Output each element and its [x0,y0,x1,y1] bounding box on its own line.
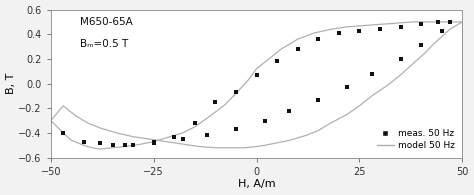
Point [368,72,375,75]
Point [109,144,116,147]
Point [129,144,137,147]
Point [438,29,446,32]
Point [356,29,363,32]
Point [314,98,322,101]
Point [80,140,88,143]
Legend: meas. 50 Hz, model 50 Hz: meas. 50 Hz, model 50 Hz [374,127,458,153]
Text: M650-65A: M650-65A [80,17,132,27]
Point [273,60,281,63]
Point [203,134,211,137]
Point [150,141,157,144]
X-axis label: H, A/m: H, A/m [238,179,275,190]
Point [150,140,157,143]
Point [171,135,178,138]
Point [211,101,219,104]
Point [232,91,240,94]
Point [335,31,343,35]
Point [314,38,322,41]
Point [191,121,199,125]
Point [434,20,441,23]
Point [417,23,425,26]
Point [121,144,129,147]
Point [179,137,186,141]
Point [397,25,404,28]
Point [446,20,454,23]
Point [232,128,240,131]
Point [96,141,104,144]
Text: Bₘ=0.5 T: Bₘ=0.5 T [80,39,128,49]
Point [417,44,425,47]
Point [253,73,260,76]
Point [376,28,384,31]
Point [397,57,404,60]
Point [294,48,301,51]
Point [59,131,67,135]
Point [343,86,351,89]
Y-axis label: B, T: B, T [6,73,16,94]
Point [261,119,269,122]
Point [286,109,293,112]
